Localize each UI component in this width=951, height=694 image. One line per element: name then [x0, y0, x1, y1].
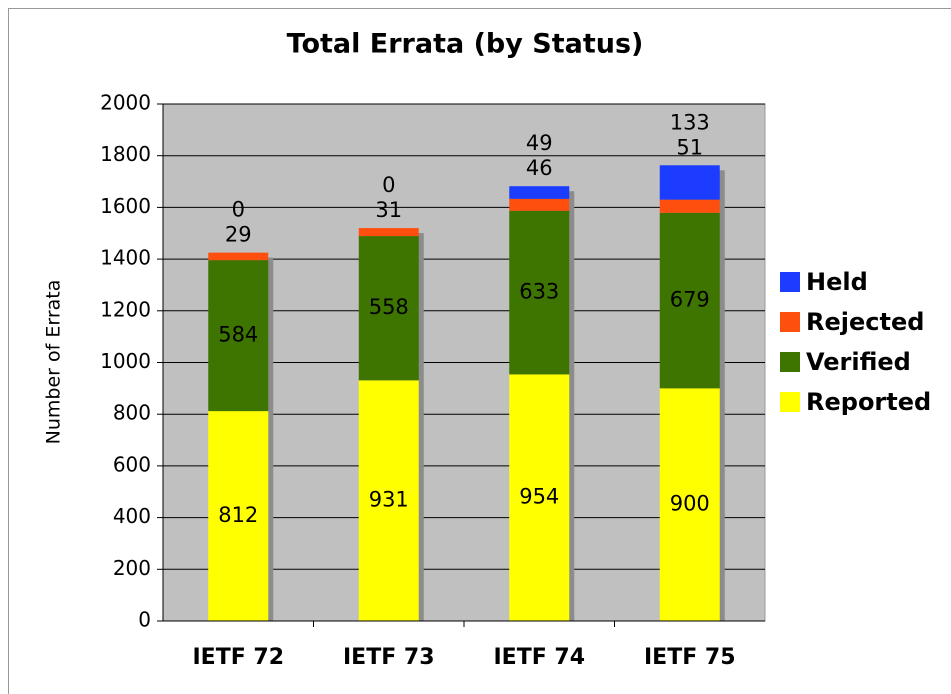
- data-label: 0: [232, 198, 245, 222]
- data-label: 584: [218, 323, 258, 347]
- bar-segment: [509, 198, 570, 211]
- legend-swatch: [780, 312, 800, 332]
- data-label: 0: [382, 173, 395, 197]
- bar-segment: [659, 388, 720, 621]
- data-label: 812: [218, 503, 258, 527]
- bar-segment: [358, 236, 419, 381]
- data-label: 954: [519, 485, 559, 509]
- bar-segment: [358, 380, 419, 621]
- bar-segment: [509, 374, 570, 621]
- y-tick-label: 0: [138, 608, 151, 632]
- legend-swatch: [780, 392, 800, 412]
- bar-segment: [509, 186, 570, 199]
- y-tick-label: 600: [113, 452, 151, 476]
- chart-title: Total Errata (by Status): [287, 29, 644, 60]
- y-tick-label: 1600: [100, 194, 151, 218]
- data-label: 931: [369, 488, 409, 512]
- x-tick-label: IETF 75: [644, 645, 736, 670]
- frame: [8, 8, 951, 694]
- bar-segment: [358, 228, 419, 237]
- legend-swatch: [780, 272, 800, 292]
- bar-segment: [659, 165, 720, 200]
- bar-segment: [208, 260, 269, 412]
- data-label: 29: [225, 223, 252, 247]
- bar-segment: [659, 212, 720, 389]
- bar-segment: [659, 199, 720, 213]
- legend-label: Reported: [806, 388, 931, 416]
- legend-label: Rejected: [806, 308, 924, 336]
- data-label: 633: [519, 280, 559, 304]
- y-tick-label: 1800: [100, 142, 151, 166]
- data-label: 558: [369, 295, 409, 319]
- y-tick-label: 1000: [100, 349, 151, 373]
- y-tick-label: 800: [113, 401, 151, 425]
- legend-label: Held: [806, 268, 868, 296]
- y-tick-label: 2000: [100, 91, 151, 115]
- data-label: 46: [526, 156, 553, 180]
- data-label: 51: [676, 135, 703, 159]
- y-tick-label: 1400: [100, 246, 151, 270]
- y-tick-label: 400: [113, 504, 151, 528]
- x-tick-label: IETF 73: [343, 645, 435, 670]
- y-tick-label: 200: [113, 556, 151, 580]
- y-axis-label: Number of Errata: [43, 280, 65, 445]
- data-label: 49: [526, 131, 553, 155]
- data-label: 679: [670, 288, 710, 312]
- bar-segment: [208, 411, 269, 621]
- legend-swatch: [780, 352, 800, 372]
- x-tick-label: IETF 72: [192, 645, 284, 670]
- data-label: 133: [670, 110, 710, 134]
- y-tick-label: 1200: [100, 297, 151, 321]
- data-label: 900: [670, 492, 710, 516]
- x-tick-label: IETF 74: [493, 645, 585, 670]
- data-label: 31: [375, 198, 402, 222]
- legend-label: Verified: [806, 348, 911, 376]
- bar-segment: [208, 252, 269, 261]
- bar-segment: [509, 210, 570, 375]
